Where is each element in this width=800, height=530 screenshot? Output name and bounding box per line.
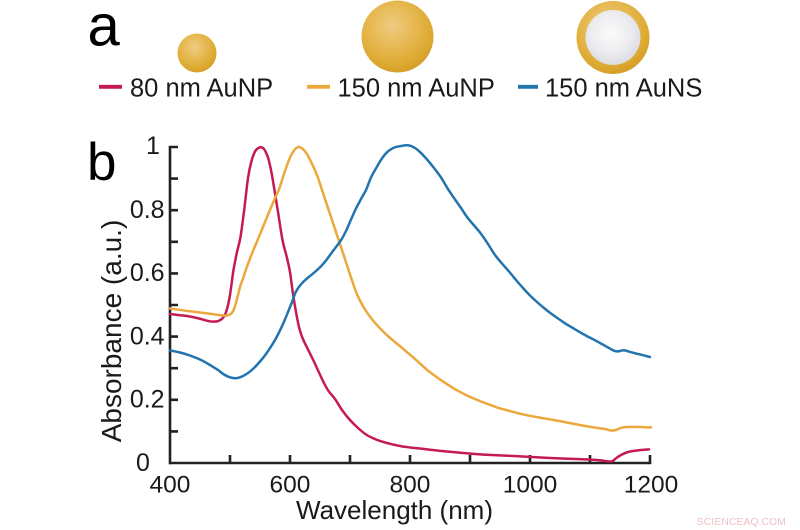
svg-text:0.6: 0.6 xyxy=(130,259,165,287)
svg-text:0: 0 xyxy=(136,449,150,477)
svg-text:a: a xyxy=(88,0,121,59)
svg-text:400: 400 xyxy=(150,472,191,499)
svg-text:SCIENCEAQ.COM: SCIENCEAQ.COM xyxy=(697,517,786,528)
svg-text:1: 1 xyxy=(146,132,160,160)
svg-text:b: b xyxy=(87,133,116,192)
svg-text:0.4: 0.4 xyxy=(130,322,165,350)
svg-text:150 nm AuNS: 150 nm AuNS xyxy=(545,75,702,103)
svg-text:1000: 1000 xyxy=(503,472,558,499)
svg-text:Absorbance (a.u.): Absorbance (a.u.) xyxy=(96,220,127,443)
svg-text:1200: 1200 xyxy=(624,472,679,499)
svg-text:80 nm AuNP: 80 nm AuNP xyxy=(130,75,273,103)
svg-text:800: 800 xyxy=(390,472,431,499)
svg-text:0.2: 0.2 xyxy=(130,386,165,414)
svg-text:600: 600 xyxy=(270,472,311,499)
svg-text:Wavelength (nm): Wavelength (nm) xyxy=(296,495,493,525)
svg-text:150 nm AuNP: 150 nm AuNP xyxy=(338,75,495,103)
svg-text:0.8: 0.8 xyxy=(130,196,165,224)
